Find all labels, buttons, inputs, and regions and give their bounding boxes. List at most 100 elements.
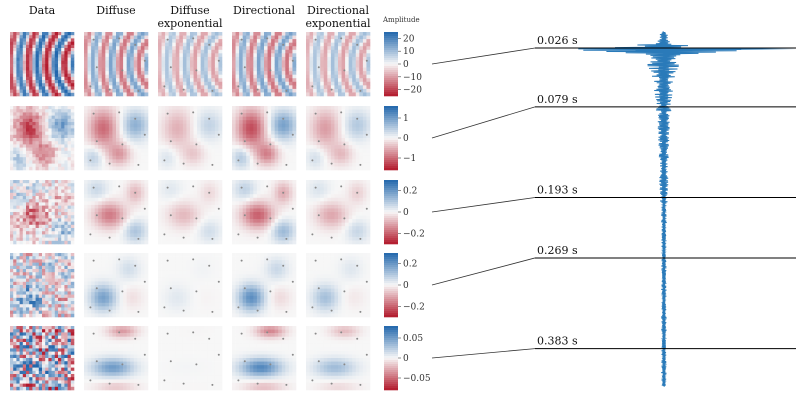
panel-cell: [101, 166, 106, 171]
panel-cell: [323, 229, 328, 234]
panel-cell: [355, 120, 360, 125]
panel-cell: [108, 233, 113, 238]
panel-cell: [197, 60, 201, 65]
panel-cell: [119, 85, 124, 90]
panel-r0-c3: [232, 32, 297, 97]
panel-cell: [197, 127, 201, 132]
panel-cell: [200, 187, 205, 191]
panel-cell: [193, 39, 198, 43]
panel-cell: [16, 212, 20, 216]
panel-cell: [172, 130, 177, 135]
panel-cell: [179, 240, 184, 245]
panel-cell: [330, 56, 335, 61]
panel-cell: [316, 85, 321, 90]
panel-cell: [271, 64, 275, 68]
panel-cell: [292, 240, 297, 245]
panel-cell: [133, 64, 138, 68]
panel-cell: [316, 123, 321, 128]
panel-cell: [271, 229, 275, 234]
panel-cell: [306, 64, 310, 68]
panel-cell: [260, 130, 265, 135]
panel-cell: [239, 53, 243, 58]
panel-cell: [246, 92, 251, 97]
panel-cell: [126, 159, 131, 164]
panel-cell: [179, 201, 184, 206]
panel-cell: [98, 127, 103, 132]
panel-cell: [126, 240, 131, 245]
panel-cell: [48, 67, 52, 71]
panel-cell: [334, 67, 339, 72]
panel-cell: [253, 46, 258, 51]
panel-cell: [84, 53, 88, 58]
panel-cell: [267, 226, 272, 231]
panel-cell: [197, 78, 201, 83]
panel-cell: [316, 183, 321, 188]
panel-cell: [126, 67, 131, 72]
panel-cell: [123, 236, 127, 241]
panel-cell: [242, 204, 247, 209]
panel-cell: [320, 190, 325, 195]
panel-cell: [253, 71, 258, 75]
panel-cell: [45, 86, 49, 90]
panel-cell: [271, 42, 275, 47]
panel-cell: [306, 155, 310, 160]
panel-cell: [179, 134, 184, 139]
panel-cell: [133, 113, 138, 117]
panel-cell: [10, 38, 14, 42]
panel-cell: [133, 49, 138, 54]
panel-cell: [211, 145, 216, 149]
panel-cell: [320, 229, 325, 234]
panel-cell: [10, 166, 14, 171]
panel-cell: [341, 113, 346, 117]
panel-cell: [306, 159, 310, 164]
panel-cell: [271, 88, 275, 93]
panel-cell: [309, 81, 314, 86]
panel-cell: [197, 113, 201, 117]
panel-cell: [172, 106, 177, 110]
panel-cell: [130, 159, 135, 164]
panel-cell: [29, 76, 33, 81]
panel-cell: [91, 109, 95, 114]
panel-cell: [327, 81, 332, 86]
panel-cell: [309, 212, 314, 216]
panel-cell: [345, 67, 349, 72]
panel-cell: [292, 88, 297, 93]
panel-cell: [84, 49, 88, 54]
panel-cell: [161, 67, 166, 72]
panel-cell: [91, 64, 95, 68]
panel-cell: [108, 229, 113, 234]
panel-cell: [172, 35, 177, 40]
panel-cell: [91, 106, 95, 110]
panel-cell: [306, 215, 310, 220]
panel-cell: [207, 92, 212, 97]
panel-cell: [126, 78, 131, 83]
panel-cell: [144, 64, 149, 68]
panel-cell: [105, 64, 110, 68]
panel-cell: [281, 109, 286, 114]
panel-cell: [306, 127, 310, 132]
panel-cell: [278, 123, 283, 128]
panel-cell: [264, 215, 268, 220]
panel-cell: [165, 145, 169, 149]
panel-cell: [130, 92, 135, 97]
panel-cell: [140, 53, 145, 58]
panel-cell: [98, 233, 103, 238]
panel-cell: [197, 215, 201, 220]
panel-cell: [61, 89, 65, 94]
panel-cell: [313, 56, 317, 61]
panel-cell: [352, 159, 357, 164]
panel-cell: [140, 236, 145, 241]
panel-cell: [137, 229, 142, 234]
panel-cell: [309, 92, 314, 97]
panel-cell: [288, 226, 293, 231]
panel-cell: [288, 35, 293, 40]
panel-cell: [116, 134, 120, 139]
panel-cell: [256, 74, 261, 79]
panel-cell: [179, 32, 184, 36]
panel-cell: [172, 222, 177, 227]
panel-cell: [306, 130, 310, 135]
panel-cell: [320, 212, 325, 216]
panel-cell: [366, 134, 371, 139]
panel-cell: [267, 74, 272, 79]
panel-cell: [316, 113, 321, 117]
